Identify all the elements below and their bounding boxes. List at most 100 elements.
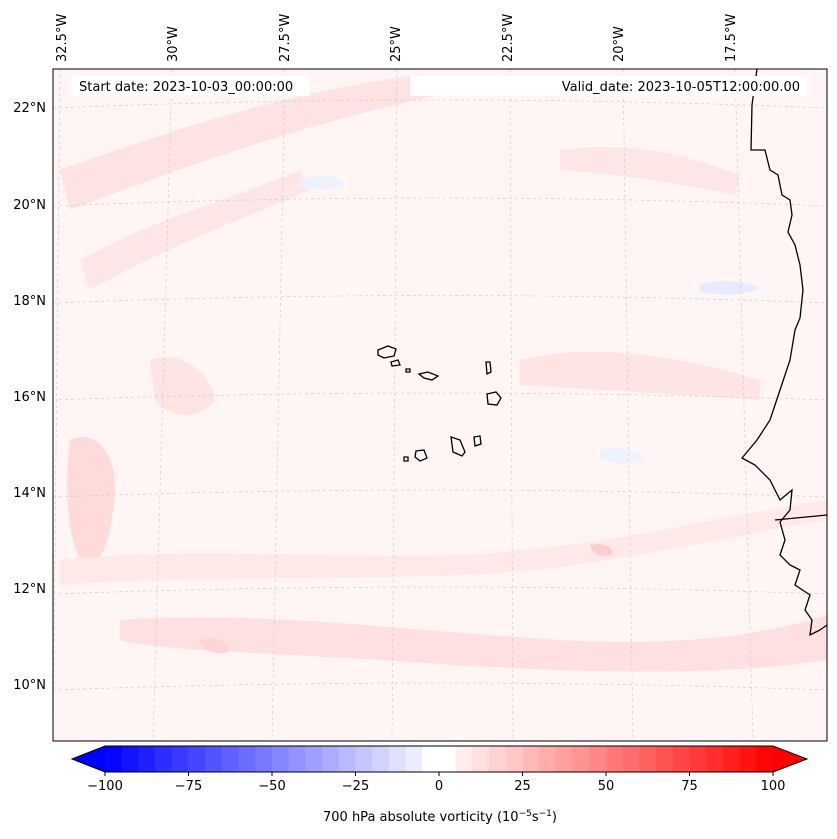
colorbar-segment — [539, 746, 557, 772]
colorbar-segment — [489, 746, 507, 772]
island-santa-luzia — [405, 368, 411, 373]
colorbar-segment — [739, 746, 757, 772]
colorbar-segment — [272, 746, 290, 772]
field-band-south — [120, 615, 827, 672]
colorbar-segment — [105, 746, 123, 772]
map-frame — [52, 68, 828, 742]
colorbar-segment — [606, 746, 624, 772]
start-date-box — [72, 76, 310, 96]
colorbar-segment — [455, 746, 473, 772]
lat-axis-labels: 22°N 20°N 18°N 16°N 14°N 12°N 10°N — [13, 101, 46, 693]
field-patch-blue2 — [600, 448, 645, 464]
start-date-label: Start date: 2023-10-03_00:00:00 — [79, 80, 293, 95]
colorbar-segment — [422, 746, 440, 772]
colorbar-segment — [706, 746, 724, 772]
field-patch-blue3 — [300, 175, 345, 190]
colorbar-segment — [472, 746, 490, 772]
field-patch-blue1 — [700, 280, 760, 295]
lat-label: 18°N — [13, 294, 46, 309]
colorbar-segments — [72, 746, 807, 772]
lat-label: 12°N — [13, 582, 46, 597]
colorbar-title: 700 hPa absolute vorticity (10−5s−1) — [323, 809, 557, 825]
island-santiago — [450, 436, 466, 457]
colorbar-segment — [522, 746, 540, 772]
colorbar-segment — [188, 746, 206, 772]
colorbar-segment — [372, 746, 390, 772]
colorbar-tick-label: −50 — [258, 779, 285, 794]
colorbar-segment — [656, 746, 674, 772]
valid-date-label: Valid_date: 2023-10-05T12:00:00.00 — [562, 80, 800, 95]
colorbar-tick-label: −75 — [175, 779, 202, 794]
lon-label: 20°W — [612, 26, 627, 62]
field-patch-mid — [150, 357, 215, 415]
lon-label: 27.5°W — [278, 14, 293, 62]
island-brava — [403, 456, 409, 462]
field-patch-east — [520, 351, 760, 400]
coastline — [377, 69, 827, 637]
field-patch-ne — [560, 147, 740, 195]
colorbar-segment — [505, 746, 523, 772]
colorbar: −100 −75 −50 −25 0 25 50 75 100 700 hPa absolute… — [70, 745, 809, 825]
map-panel[interactable] — [53, 69, 827, 741]
colorbar-segment — [589, 746, 607, 772]
africa-coast-inlet — [774, 514, 827, 521]
lat-label: 22°N — [13, 101, 46, 116]
lat-label: 10°N — [13, 678, 46, 693]
lon-label: 22.5°W — [501, 14, 516, 62]
lon-label: 32.5°W — [55, 14, 70, 62]
colorbar-tick-label: 25 — [514, 779, 531, 794]
field-band-south2 — [60, 500, 827, 585]
colorbar-segment — [255, 746, 273, 772]
colorbar-segment — [388, 746, 407, 772]
colorbar-segment — [322, 746, 340, 772]
colorbar-segment — [171, 746, 189, 772]
colorbar-segment — [155, 746, 173, 772]
lon-axis-labels: 32.5°W 30°W 27.5°W 25°W 22.5°W 20°W 17.5… — [55, 14, 739, 62]
colorbar-segment — [121, 746, 139, 772]
colorbar-segment — [288, 746, 306, 772]
colorbar-segment — [405, 746, 423, 772]
colorbar-tick-label: 75 — [681, 779, 698, 794]
lat-label: 20°N — [13, 198, 46, 213]
island-santo-antao — [377, 345, 397, 359]
colorbar-tick-label: 0 — [435, 779, 443, 794]
colorbar-segment — [572, 746, 590, 772]
colorbar-segment — [205, 746, 223, 772]
colorbar-segment — [338, 746, 356, 772]
colorbar-segment — [722, 746, 741, 772]
lon-label: 30°W — [166, 26, 181, 62]
colorbar-ticks: −100 −75 −50 −25 0 25 50 75 100 — [87, 772, 785, 794]
island-sao-vicente — [390, 359, 401, 367]
colorbar-tick-label: 100 — [761, 779, 786, 794]
island-fogo — [414, 449, 428, 462]
lon-label: 25°W — [389, 26, 404, 62]
field-band-ne — [60, 75, 440, 210]
island-sao-nicolau — [417, 371, 440, 381]
colorbar-segment — [138, 746, 156, 772]
valid-date-box — [410, 76, 807, 96]
africa-coast — [740, 69, 827, 637]
colorbar-tick-label: −100 — [87, 779, 123, 794]
colorbar-segment — [439, 746, 457, 772]
colorbar-tick-label: 50 — [598, 779, 615, 794]
colorbar-segment — [672, 746, 690, 772]
colorbar-segment — [238, 746, 256, 772]
colorbar-segment — [221, 746, 240, 772]
island-boa-vista — [486, 391, 502, 406]
colorbar-segment — [639, 746, 657, 772]
field-patch-red1 — [590, 544, 613, 556]
gridlines — [53, 69, 827, 741]
colorbar-segment — [689, 746, 707, 772]
island-maio — [473, 435, 482, 447]
colorbar-segment — [355, 746, 373, 772]
lon-label: 17.5°W — [724, 14, 739, 62]
colorbar-segment — [305, 746, 323, 772]
colorbar-segment — [756, 746, 774, 772]
lat-label: 16°N — [13, 390, 46, 405]
lat-label: 14°N — [13, 486, 46, 501]
island-sal — [485, 361, 492, 376]
field-patch-west — [67, 437, 115, 564]
colorbar-extend-max — [773, 746, 807, 772]
field-patch-red2 — [200, 638, 229, 654]
